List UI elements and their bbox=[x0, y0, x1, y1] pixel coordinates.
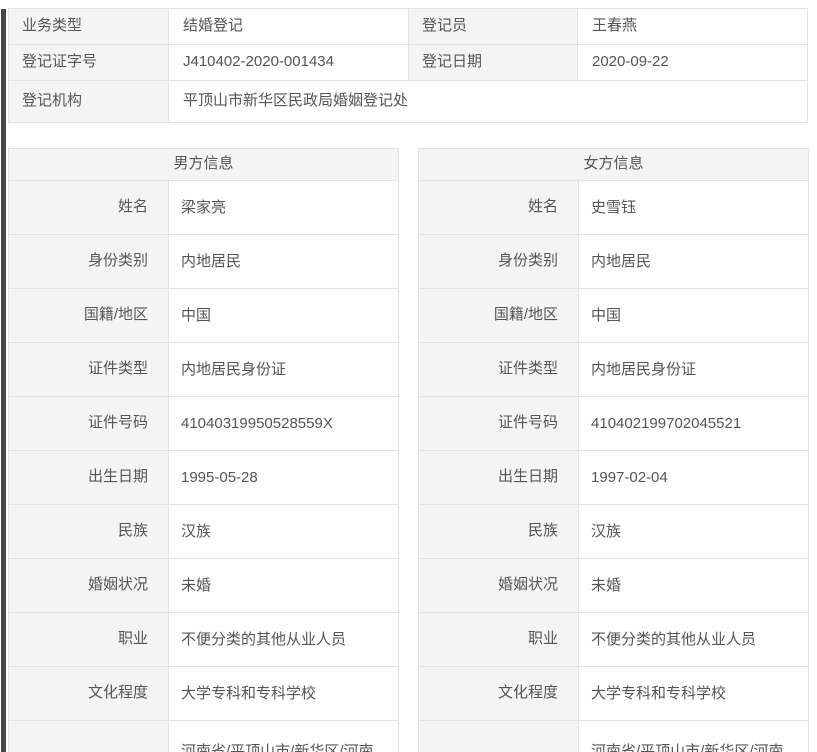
table-row: 身份类别 内地居民 bbox=[418, 234, 810, 289]
field-label: 姓名 bbox=[8, 180, 169, 235]
table-row: 证件号码 410402199702045521 bbox=[418, 396, 810, 451]
field-label: 文化程度 bbox=[418, 666, 580, 721]
field-label: 国籍/地区 bbox=[8, 288, 169, 343]
table-row: 姓名 史雪钰 bbox=[418, 180, 810, 235]
table-header-row: 女方信息 bbox=[418, 148, 810, 181]
field-value: 1995-05-28 bbox=[167, 450, 400, 505]
agency-label: 登记机构 bbox=[8, 80, 169, 123]
field-label: 身份类别 bbox=[8, 234, 169, 289]
table-row: 文化程度 大学专科和专科学校 bbox=[418, 666, 810, 721]
field-label: 婚姻状况 bbox=[418, 558, 580, 613]
field-label: 职业 bbox=[418, 612, 580, 667]
field-value: 不便分类的其他从业人员 bbox=[167, 612, 400, 667]
field-label: 证件号码 bbox=[8, 396, 169, 451]
field-label: 婚姻状况 bbox=[8, 558, 169, 613]
field-value: 未婚 bbox=[167, 558, 400, 613]
field-label: 常住户口所在地 bbox=[418, 720, 580, 752]
table-row: 职业 不便分类的其他从业人员 bbox=[8, 612, 400, 667]
table-row: 姓名 梁家亮 bbox=[8, 180, 400, 235]
field-value: 汉族 bbox=[578, 504, 810, 559]
field-label: 文化程度 bbox=[8, 666, 169, 721]
field-label: 出生日期 bbox=[418, 450, 580, 505]
registration-summary-table: 业务类型 结婚登记 登记员 王春燕 登记证字号 J410402-2020-001… bbox=[8, 8, 808, 123]
field-value: 内地居民 bbox=[167, 234, 400, 289]
male-info-table: 男方信息 姓名 梁家亮 身份类别 内地居民 国籍/地区 中国 证件类型 内地居民… bbox=[7, 148, 400, 752]
table-row: 婚姻状况 未婚 bbox=[8, 558, 400, 613]
field-value: 内地居民身份证 bbox=[578, 342, 810, 397]
field-label: 出生日期 bbox=[8, 450, 169, 505]
field-value: 大学专科和专科学校 bbox=[167, 666, 400, 721]
table-header-row: 男方信息 bbox=[7, 148, 400, 181]
table-row: 职业 不便分类的其他从业人员 bbox=[418, 612, 810, 667]
table-row: 民族 汉族 bbox=[8, 504, 400, 559]
table-row: 证件类型 内地居民身份证 bbox=[8, 342, 400, 397]
table-row: 常住户口所在地 河南省/平顶山市/新华区/河南省平顶山市新华区建设西路北２号院８… bbox=[418, 720, 810, 752]
table-row: 国籍/地区 中国 bbox=[418, 288, 810, 343]
field-label: 民族 bbox=[418, 504, 580, 559]
table-row: 证件号码 41040319950528559X bbox=[8, 396, 400, 451]
field-label: 证件类型 bbox=[8, 342, 169, 397]
field-value: 内地居民身份证 bbox=[167, 342, 400, 397]
field-value: 中国 bbox=[578, 288, 810, 343]
female-info-header: 女方信息 bbox=[418, 148, 810, 181]
table-row: 证件类型 内地居民身份证 bbox=[418, 342, 810, 397]
window-left-edge bbox=[1, 9, 6, 752]
registrar-label: 登记员 bbox=[408, 8, 578, 45]
field-value: 大学专科和专科学校 bbox=[578, 666, 810, 721]
agency-value: 平顶山市新华区民政局婚姻登记处 bbox=[168, 80, 808, 123]
field-label: 国籍/地区 bbox=[418, 288, 580, 343]
field-label: 身份类别 bbox=[418, 234, 580, 289]
field-value: 河南省/平顶山市/新华区/河南省平顶山市新华区建设西路北２号院８号楼１５号 bbox=[578, 720, 810, 752]
field-label: 证件号码 bbox=[418, 396, 580, 451]
field-label: 证件类型 bbox=[418, 342, 580, 397]
table-row: 出生日期 1995-05-28 bbox=[8, 450, 400, 505]
reg-date-label: 登记日期 bbox=[408, 44, 578, 81]
table-row: 常住户口所在地 河南省/平顶山市/新华区/河南省平顶山市新华区和平路北６号院６号… bbox=[8, 720, 400, 752]
field-value: 河南省/平顶山市/新华区/河南省平顶山市新华区和平路北６号院６号楼７２号 bbox=[167, 720, 400, 752]
table-row: 国籍/地区 中国 bbox=[8, 288, 400, 343]
table-row: 婚姻状况 未婚 bbox=[418, 558, 810, 613]
field-label: 常住户口所在地 bbox=[8, 720, 169, 752]
field-value: 中国 bbox=[167, 288, 400, 343]
table-row: 登记证字号 J410402-2020-001434 登记日期 2020-09-2… bbox=[8, 44, 808, 81]
field-value: 梁家亮 bbox=[167, 180, 400, 235]
reg-date-value: 2020-09-22 bbox=[577, 44, 808, 81]
table-row: 登记机构 平顶山市新华区民政局婚姻登记处 bbox=[8, 80, 808, 123]
table-row: 业务类型 结婚登记 登记员 王春燕 bbox=[8, 8, 808, 45]
table-row: 出生日期 1997-02-04 bbox=[418, 450, 810, 505]
cert-no-value: J410402-2020-001434 bbox=[168, 44, 409, 81]
business-type-value: 结婚登记 bbox=[168, 8, 409, 45]
field-value: 不便分类的其他从业人员 bbox=[578, 612, 810, 667]
male-info-header: 男方信息 bbox=[7, 148, 400, 181]
field-value: 史雪钰 bbox=[578, 180, 810, 235]
cert-no-label: 登记证字号 bbox=[8, 44, 169, 81]
field-value: 1997-02-04 bbox=[578, 450, 810, 505]
field-value: 内地居民 bbox=[578, 234, 810, 289]
field-value: 汉族 bbox=[167, 504, 400, 559]
female-info-table: 女方信息 姓名 史雪钰 身份类别 内地居民 国籍/地区 中国 证件类型 内地居民… bbox=[418, 148, 810, 752]
field-value: 41040319950528559X bbox=[167, 396, 400, 451]
table-row: 身份类别 内地居民 bbox=[8, 234, 400, 289]
field-label: 姓名 bbox=[418, 180, 580, 235]
registrar-value: 王春燕 bbox=[577, 8, 808, 45]
field-label: 职业 bbox=[8, 612, 169, 667]
field-value: 410402199702045521 bbox=[578, 396, 810, 451]
business-type-label: 业务类型 bbox=[8, 8, 169, 45]
party-info-section: 男方信息 姓名 梁家亮 身份类别 内地居民 国籍/地区 中国 证件类型 内地居民… bbox=[7, 148, 810, 752]
table-row: 文化程度 大学专科和专科学校 bbox=[8, 666, 400, 721]
table-row: 民族 汉族 bbox=[418, 504, 810, 559]
field-value: 未婚 bbox=[578, 558, 810, 613]
field-label: 民族 bbox=[8, 504, 169, 559]
